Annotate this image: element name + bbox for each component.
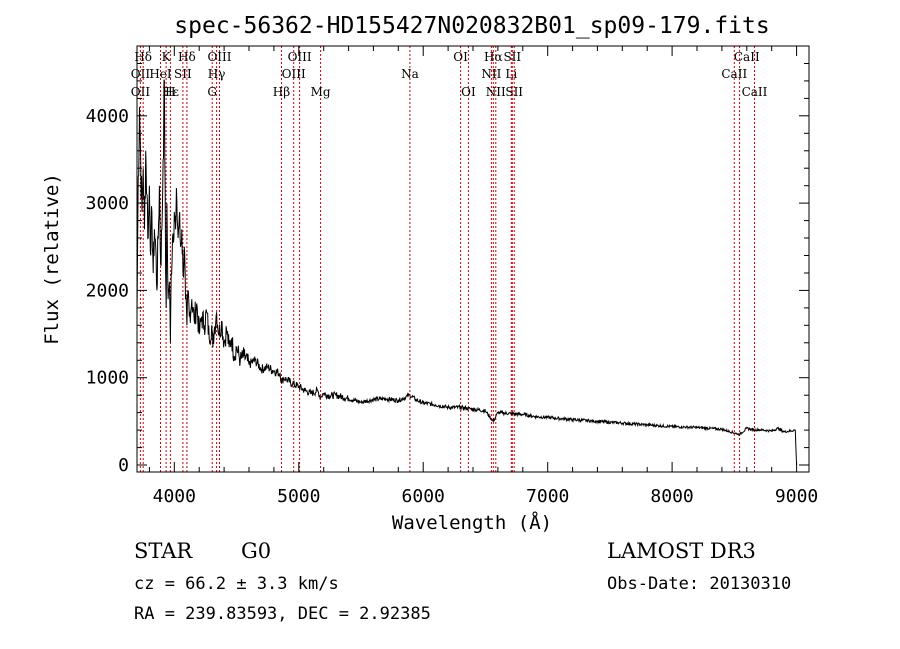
spectrum-line: [136, 79, 798, 466]
line-label: Li: [505, 67, 517, 81]
line-label: H: [165, 85, 175, 99]
line-label: OI: [453, 50, 468, 64]
y-tick-label: 1000: [86, 368, 129, 389]
x-tick-label: 5000: [277, 486, 320, 507]
y-tick-label: 3000: [86, 193, 129, 214]
x-axis-ticks: 4000 5000 6000 7000 8000 9000: [148, 46, 818, 507]
line-label: CaII: [742, 85, 768, 99]
x-tick-label: 4000: [153, 486, 196, 507]
object-type: STAR: [134, 539, 193, 563]
survey-name: LAMOST DR3: [607, 539, 756, 563]
chart-title: spec-56362-HD155427N020832B01_sp09-179.f…: [174, 13, 769, 39]
y-tick-label: 4000: [86, 106, 129, 127]
line-label: Hδ: [134, 50, 152, 64]
line-label: Mg: [311, 85, 331, 99]
line-label: HeI: [149, 67, 172, 81]
line-label: SII: [503, 50, 521, 64]
line-label: Hδ: [178, 50, 196, 64]
subclass: G0: [241, 539, 272, 563]
line-label: SII: [174, 67, 192, 81]
y-tick-label: 0: [118, 455, 129, 476]
x-tick-label: 7000: [526, 486, 569, 507]
x-axis-label: Wavelength (Å): [392, 511, 552, 534]
line-label: Hε: [162, 85, 179, 99]
line-label: OI: [461, 85, 476, 99]
line-label: Hγ: [208, 67, 226, 81]
line-label: NII: [486, 85, 506, 99]
redshift-value: cz = 66.2 ± 3.3 km/s: [134, 574, 339, 594]
line-label: OII: [131, 85, 151, 99]
line-label: OII: [131, 67, 151, 81]
line-label: OIII: [207, 50, 231, 64]
y-axis-ticks: 0 1000 2000 3000 4000: [86, 63, 809, 476]
line-label: Hα: [484, 50, 503, 64]
y-axis-label: Flux (relative): [41, 173, 63, 345]
line-label: OIII: [282, 67, 306, 81]
line-label: G: [207, 85, 217, 99]
line-label: OIII: [288, 50, 312, 64]
x-tick-label: 6000: [402, 486, 445, 507]
line-label: NII: [481, 67, 501, 81]
line-label: SII: [505, 85, 523, 99]
x-tick-label: 8000: [650, 486, 693, 507]
line-label: CaII: [734, 50, 760, 64]
line-markers: [139, 46, 755, 472]
line-label: CaII: [721, 67, 747, 81]
line-label: Na: [401, 67, 419, 81]
y-tick-label: 2000: [86, 280, 129, 301]
coordinates: RA = 239.83593, DEC = 2.92385: [134, 604, 431, 624]
line-label: K: [162, 50, 172, 64]
obs-date: Obs-Date: 20130310: [607, 574, 792, 594]
line-label: Hβ: [273, 85, 290, 99]
x-tick-label: 9000: [775, 486, 818, 507]
